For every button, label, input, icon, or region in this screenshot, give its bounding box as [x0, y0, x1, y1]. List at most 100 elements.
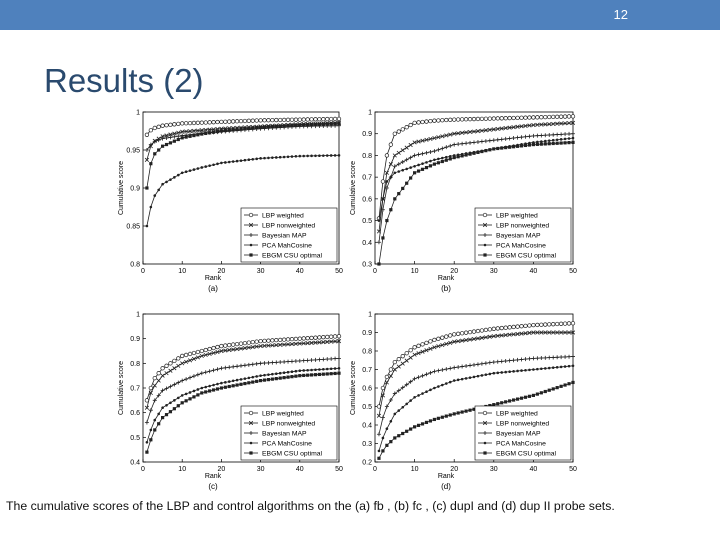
data-point — [274, 337, 279, 343]
data-point — [152, 398, 157, 403]
data-point — [270, 124, 274, 129]
data-point — [337, 121, 341, 125]
data-point — [161, 416, 165, 420]
data-point — [184, 392, 188, 396]
data-point — [285, 337, 291, 342]
data-point — [144, 148, 149, 152]
data-point — [531, 393, 535, 397]
data-point — [332, 339, 338, 344]
data-point — [220, 381, 223, 385]
data-point — [223, 129, 227, 133]
data-point — [566, 120, 572, 126]
data-point — [440, 342, 445, 348]
data-point — [376, 240, 381, 245]
data-point — [404, 125, 409, 130]
data-point — [571, 380, 575, 385]
data-point — [519, 115, 524, 120]
data-point — [551, 114, 556, 120]
data-point — [412, 376, 417, 381]
data-point — [444, 367, 449, 372]
data-point — [274, 156, 278, 159]
data-point — [562, 330, 568, 335]
data-point — [535, 356, 540, 361]
x-tick-label: 0 — [373, 466, 377, 473]
x-axis-label: Rank — [438, 275, 455, 282]
data-point — [479, 361, 484, 366]
data-point — [491, 138, 496, 143]
data-point — [428, 370, 433, 375]
data-point — [495, 116, 500, 121]
data-point — [567, 137, 571, 140]
legend-marker — [482, 410, 488, 416]
data-point — [428, 339, 433, 344]
data-point — [392, 391, 397, 396]
data-point — [310, 154, 313, 158]
data-point — [413, 171, 417, 175]
data-point — [413, 395, 416, 399]
data-point — [404, 145, 409, 150]
data-point — [152, 375, 157, 381]
data-point — [468, 376, 472, 379]
data-point — [145, 186, 149, 190]
data-point — [321, 357, 326, 362]
data-point — [416, 169, 421, 173]
data-point — [483, 116, 489, 121]
data-point — [329, 339, 334, 344]
data-point — [313, 357, 318, 362]
data-point — [144, 405, 150, 410]
data-point — [204, 131, 208, 136]
data-point — [258, 343, 263, 349]
data-point — [531, 122, 536, 128]
data-point — [242, 345, 248, 351]
data-point — [535, 133, 540, 138]
data-point — [551, 322, 556, 327]
data-point — [262, 338, 267, 344]
data-point — [463, 117, 469, 122]
x-tick-label: 0 — [141, 268, 145, 275]
data-point — [145, 224, 149, 228]
data-point — [377, 262, 381, 266]
data-point — [543, 133, 548, 138]
data-point — [463, 130, 469, 135]
data-point — [456, 378, 460, 382]
legend: LBP weighted LBP nonweighted Bayesian MAP P… — [240, 207, 338, 263]
data-point — [235, 364, 240, 369]
data-point — [400, 385, 405, 390]
data-point — [527, 330, 532, 335]
data-point — [313, 373, 318, 377]
data-point — [274, 360, 279, 365]
data-point — [207, 127, 212, 132]
data-point — [523, 123, 528, 128]
data-point — [412, 345, 417, 350]
data-point — [444, 145, 449, 150]
y-tick-label: 0.8 — [130, 262, 140, 269]
data-point — [274, 377, 278, 381]
y-tick-label: 0.4 — [362, 423, 372, 430]
data-point — [329, 367, 333, 371]
data-point — [460, 410, 464, 414]
data-point — [555, 141, 559, 145]
data-point — [532, 368, 535, 371]
data-point — [547, 330, 552, 335]
data-point — [421, 392, 424, 395]
data-point — [503, 325, 508, 330]
data-point — [555, 114, 560, 119]
data-point — [428, 164, 433, 168]
data-point — [527, 115, 532, 120]
data-point — [301, 358, 306, 363]
data-point — [471, 336, 477, 342]
legend-marker — [248, 410, 254, 416]
data-point — [495, 326, 500, 331]
data-point — [207, 369, 212, 374]
data-point — [274, 372, 278, 375]
data-point — [215, 387, 220, 391]
data-point — [212, 383, 215, 387]
data-point — [436, 368, 441, 373]
series-pca-mahcosine — [145, 154, 341, 228]
data-point — [392, 367, 397, 372]
chart-panel-d: 0 10 20 30 40 50 0.2 0.3 0.4 0.5 0.6 0.7 0.8 0.9 1 Rank… — [346, 306, 578, 498]
x-tick-label: 20 — [450, 466, 458, 473]
data-point — [467, 129, 473, 135]
data-point — [412, 153, 417, 158]
data-point — [325, 154, 329, 157]
